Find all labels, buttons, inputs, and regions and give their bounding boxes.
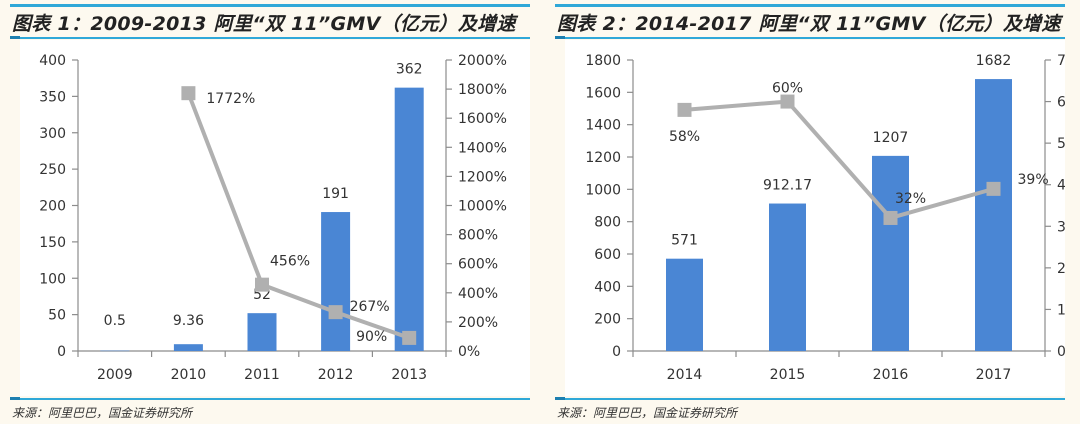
title-rule <box>10 36 530 39</box>
bar <box>100 350 130 352</box>
bar-data-label: 912.17 <box>763 178 812 194</box>
bar-data-label: 362 <box>396 62 423 78</box>
chart-panel-1: 图表 1：2009-2013 阿里“双 11”GMV（亿元）及增速 0 50 100… <box>0 0 530 424</box>
growth-data-label: 60% <box>772 81 803 97</box>
growth-marker <box>181 86 196 101</box>
bottom-rule <box>10 397 530 400</box>
y-tick-label: 1400 <box>585 118 621 134</box>
growth-marker <box>986 181 1001 196</box>
y2-tick-label: 1200% <box>458 169 507 185</box>
x-tick-label: 2012 <box>318 367 354 383</box>
y2-tick-label: 20% <box>1057 261 1065 277</box>
growth-marker <box>780 94 795 109</box>
bar-data-label: 191 <box>322 186 349 202</box>
x-tick-label: 2017 <box>976 367 1012 383</box>
bar <box>769 203 806 351</box>
growth-marker <box>883 210 898 225</box>
y2-tick-label: 40% <box>1057 178 1065 194</box>
bar <box>666 258 703 351</box>
chart-1-svg: 0 50 100 150 200 250 300 350 400 0% 200% 400% 600% 80… <box>39 53 507 383</box>
y2-tick-label: 800% <box>458 228 498 244</box>
y2-tick-label: 600% <box>458 257 498 273</box>
y2-tick-label: 400% <box>458 286 498 302</box>
y-tick-label: 1000 <box>585 182 621 198</box>
growth-data-label: 90% <box>356 329 387 345</box>
chart-panel-2: 图表 2：2014-2017 阿里“双 11”GMV（亿元）及增速 0 200 40… <box>545 0 1065 424</box>
bar-data-label: 571 <box>671 233 698 249</box>
top-rule <box>10 4 530 7</box>
y2-tick-label: 30% <box>1057 219 1065 235</box>
growth-data-label: 1772% <box>206 91 255 107</box>
y-tick-label: 1200 <box>585 150 621 166</box>
bar <box>394 87 424 351</box>
y-tick-label: 100 <box>39 271 66 287</box>
growth-marker <box>328 305 343 320</box>
growth-data-label: 456% <box>270 254 310 270</box>
y-tick-label: 400 <box>39 53 66 69</box>
bar <box>321 212 351 351</box>
y2-tick-label: 70% <box>1057 53 1065 69</box>
bar-data-label: 9.36 <box>173 313 204 329</box>
bar <box>247 313 277 351</box>
x-tick-label: 2010 <box>171 367 207 383</box>
y-tick-label: 800 <box>594 215 621 231</box>
chart-title: 图表 1：2009-2013 阿里“双 11”GMV（亿元）及增速 <box>12 13 516 35</box>
y2-tick-label: 1800% <box>458 82 507 98</box>
chart-2-svg: 0 200 400 600 800 1000 1200 1400 1600 1800 0% 10% 20… <box>585 53 1065 383</box>
growth-data-label: 39% <box>1018 172 1049 188</box>
growth-marker <box>255 277 269 292</box>
top-rule <box>555 4 1065 7</box>
growth-marker <box>402 330 417 345</box>
bottom-rule <box>555 397 1065 400</box>
growth-data-label: 58% <box>669 129 700 145</box>
bar-data-label: 1682 <box>976 53 1012 69</box>
y-tick-label: 600 <box>594 247 621 263</box>
x-tick-label: 2013 <box>391 367 427 383</box>
bar <box>872 155 909 351</box>
title-rule <box>555 36 1065 39</box>
bar <box>173 344 203 351</box>
bar-data-label: 0.5 <box>104 313 126 329</box>
y-tick-label: 150 <box>39 235 66 251</box>
bar-data-label: 1207 <box>873 130 909 146</box>
y2-tick-label: 1600% <box>458 111 507 127</box>
y-tick-label: 250 <box>39 162 66 178</box>
y2-tick-label: 10% <box>1057 302 1065 318</box>
growth-line <box>186 92 410 340</box>
x-tick-label: 2009 <box>97 367 133 383</box>
y2-tick-label: 0% <box>458 344 480 360</box>
x-tick-label: 2014 <box>667 367 703 383</box>
x-tick-label: 2015 <box>770 367 806 383</box>
y-tick-label: 1800 <box>585 53 621 69</box>
y2-tick-label: 1400% <box>458 140 507 156</box>
y2-tick-label: 200% <box>458 315 498 331</box>
chart-title: 图表 2：2014-2017 阿里“双 11”GMV（亿元）及增速 <box>557 13 1061 35</box>
y2-tick-label: 0% <box>1057 344 1065 360</box>
growth-marker <box>677 102 692 117</box>
growth-data-label: 267% <box>350 299 390 315</box>
y-tick-label: 0 <box>57 344 66 360</box>
y-tick-label: 200 <box>39 199 66 215</box>
growth-data-label: 32% <box>895 191 926 207</box>
y-tick-label: 400 <box>594 279 621 295</box>
y-tick-label: 350 <box>39 89 66 105</box>
chart-source: 来源：阿里巴巴，国金证券研究所 <box>557 406 738 420</box>
growth-line <box>684 99 995 221</box>
y-tick-label: 200 <box>594 312 621 328</box>
x-tick-label: 2011 <box>244 367 280 383</box>
y-tick-label: 50 <box>48 308 66 324</box>
y2-tick-label: 60% <box>1057 95 1065 111</box>
y2-tick-label: 1000% <box>458 199 507 215</box>
y2-tick-label: 50% <box>1057 136 1065 152</box>
y-tick-label: 0 <box>612 344 621 360</box>
bar <box>975 79 1012 352</box>
y-tick-label: 1600 <box>585 85 621 101</box>
y-tick-label: 300 <box>39 126 66 142</box>
y2-tick-label: 2000% <box>458 53 507 69</box>
x-tick-label: 2016 <box>873 367 909 383</box>
chart-source: 来源：阿里巴巴，国金证券研究所 <box>12 406 193 420</box>
